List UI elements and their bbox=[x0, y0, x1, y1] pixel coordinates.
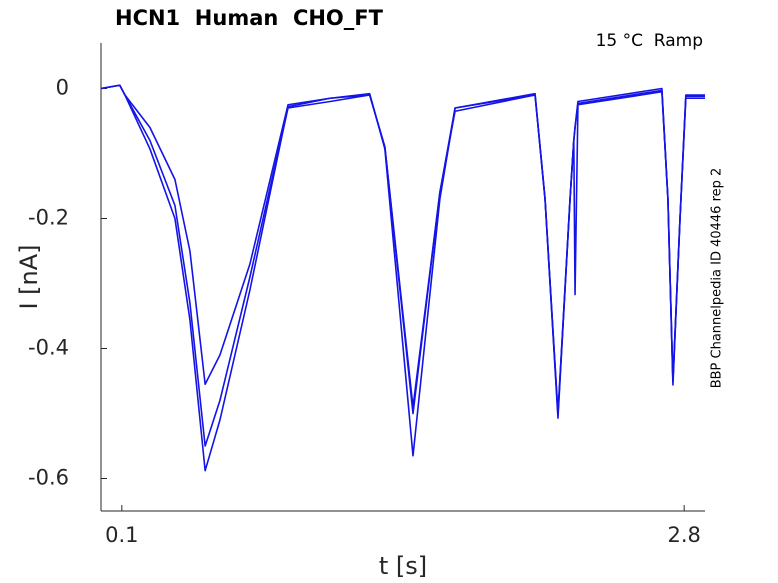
y-tick-label: -0.4 bbox=[28, 336, 69, 360]
x-tick-label: 0.1 bbox=[105, 523, 138, 547]
x-tick-label: 2.8 bbox=[667, 523, 700, 547]
y-axis-label: I [nA] bbox=[15, 244, 43, 309]
y-tick-label: -0.6 bbox=[28, 466, 69, 490]
trace bbox=[100, 84, 705, 472]
x-axis-label: t [s] bbox=[379, 552, 427, 580]
annotation: 15 °C Ramp bbox=[596, 31, 703, 51]
trace bbox=[100, 84, 705, 415]
chart-title: HCN1 Human CHO_FT bbox=[115, 6, 384, 30]
y-tick-label: -0.2 bbox=[28, 206, 69, 230]
side-note: BBP Channelpedia ID 40446 rep 2 bbox=[710, 168, 725, 389]
y-tick-label: 0 bbox=[56, 76, 69, 100]
